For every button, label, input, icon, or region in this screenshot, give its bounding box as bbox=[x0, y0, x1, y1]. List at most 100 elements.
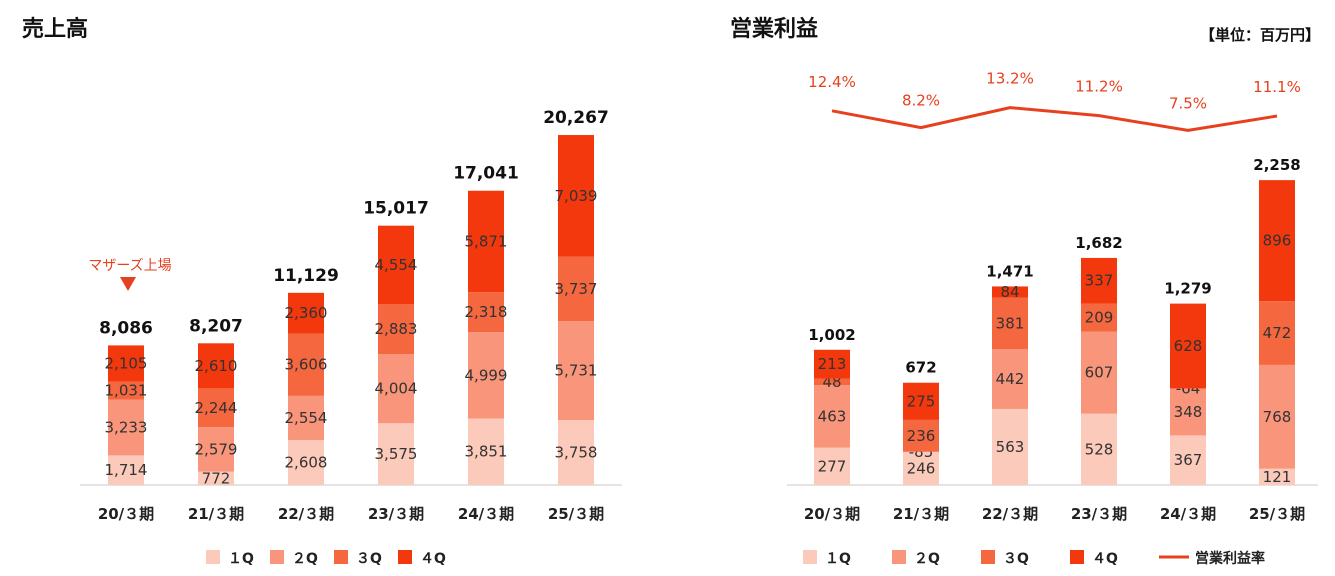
legend-swatch bbox=[270, 550, 284, 564]
bar-segment bbox=[108, 455, 144, 485]
margin-pct-label: 13.2% bbox=[986, 70, 1034, 88]
legend-swatch bbox=[892, 550, 906, 564]
bar-segment bbox=[288, 333, 324, 396]
bar-total-label: 20,267 bbox=[543, 108, 609, 128]
bar-total-label: 11,129 bbox=[273, 266, 339, 286]
bar-segment bbox=[198, 388, 234, 428]
bar-segment bbox=[1259, 468, 1295, 485]
segment-value-label: 772 bbox=[202, 469, 231, 487]
bar-segment bbox=[1170, 303, 1206, 389]
segment-value-label: 5,731 bbox=[555, 362, 598, 380]
bar-segment bbox=[903, 419, 939, 452]
bar-segment bbox=[288, 395, 324, 440]
bar-segment bbox=[468, 190, 504, 293]
margin-line bbox=[831, 106, 1278, 132]
bar-segment bbox=[558, 256, 594, 322]
segment-value-label: 275 bbox=[907, 392, 936, 410]
segment-value-label: 2,610 bbox=[195, 357, 238, 375]
segment-value-label: 5,871 bbox=[465, 232, 508, 250]
segment-value-label: 563 bbox=[996, 438, 1025, 456]
bar-segment bbox=[378, 423, 414, 485]
legend-label: ２Q bbox=[914, 551, 940, 567]
bar-segment bbox=[468, 332, 504, 419]
segment-value-label: 896 bbox=[1263, 232, 1292, 250]
segment-value-label: 367 bbox=[1174, 451, 1203, 469]
category-label: 20/３期 bbox=[804, 505, 860, 523]
bar-segment bbox=[1081, 331, 1117, 414]
bar-segment bbox=[288, 292, 324, 334]
segment-value-label: 628 bbox=[1174, 337, 1203, 355]
bar-total-label: 8,207 bbox=[189, 316, 243, 336]
sales-chart: 1,714 3,233 1,031 2,105 8,086 20/３期 772 2,579 2,… bbox=[80, 108, 622, 567]
legend-label: １Q bbox=[228, 551, 254, 567]
segment-value-label: 209 bbox=[1085, 309, 1114, 327]
legend-label: ３Q bbox=[1003, 551, 1029, 567]
op-income-chart-title: 営業利益 bbox=[730, 16, 818, 42]
bar-segment bbox=[378, 354, 414, 424]
category-label: 24/３期 bbox=[1160, 505, 1216, 523]
segment-value-label: 337 bbox=[1085, 272, 1114, 290]
bar-total-label: 1,279 bbox=[1164, 280, 1211, 298]
legend-swatch bbox=[398, 550, 412, 564]
bar-total-label: 1,471 bbox=[986, 262, 1033, 280]
legend-label: ３Q bbox=[356, 551, 382, 567]
bar-segment bbox=[1081, 413, 1117, 485]
bar-segment bbox=[378, 304, 414, 355]
segment-value-label: 768 bbox=[1263, 408, 1292, 426]
bar-segment bbox=[1259, 180, 1295, 302]
segment-value-label: 381 bbox=[996, 315, 1025, 333]
segment-value-label: 2,883 bbox=[375, 320, 418, 338]
category-label: 22/３期 bbox=[982, 505, 1038, 523]
legend-swatch bbox=[803, 550, 817, 564]
legend-swatch bbox=[206, 550, 220, 564]
segment-value-label: 4,004 bbox=[375, 380, 418, 398]
margin-pct-label: 11.2% bbox=[1075, 78, 1123, 96]
legend-label: ４Q bbox=[1092, 551, 1118, 567]
margin-pct-label: 12.4% bbox=[808, 73, 856, 91]
bar-segment bbox=[992, 349, 1028, 409]
category-label: 21/３期 bbox=[188, 505, 244, 523]
segment-value-label: 3,233 bbox=[105, 418, 148, 436]
bar-segment bbox=[198, 471, 234, 485]
segment-value-label: 4,999 bbox=[465, 366, 508, 384]
bar-segment bbox=[108, 345, 144, 382]
bar-segment bbox=[814, 349, 850, 379]
bar-segment bbox=[558, 321, 594, 421]
segment-value-label: 472 bbox=[1263, 324, 1292, 342]
bar-segment bbox=[468, 418, 504, 485]
category-label: 20/３期 bbox=[98, 505, 154, 523]
bar-segment bbox=[903, 451, 939, 485]
legend-swatch bbox=[1070, 550, 1084, 564]
bar-total-label: 17,041 bbox=[453, 164, 519, 184]
segment-value-label: 4,554 bbox=[375, 256, 418, 274]
op-income-chart: 277463482131,00220/３期246-8523627567221/３… bbox=[787, 70, 1318, 567]
bar-total-label: 15,017 bbox=[363, 199, 429, 219]
bar-segment bbox=[558, 420, 594, 485]
category-label: 23/３期 bbox=[1071, 505, 1127, 523]
legend-label: 営業利益率 bbox=[1195, 550, 1265, 567]
segment-value-label: 236 bbox=[907, 427, 936, 445]
bar-segment bbox=[1081, 303, 1117, 332]
segment-value-label: 442 bbox=[996, 370, 1025, 388]
segment-value-label: 84 bbox=[1000, 283, 1019, 301]
segment-value-label: 121 bbox=[1263, 468, 1292, 486]
segment-value-label: 1,031 bbox=[105, 382, 148, 400]
segment-value-label: 607 bbox=[1085, 364, 1114, 382]
unit-label: 【単位：百万円】 bbox=[1200, 26, 1320, 44]
legend-label: １Q bbox=[825, 551, 851, 567]
legend-label: ２Q bbox=[292, 551, 318, 567]
bar-segment bbox=[558, 135, 594, 257]
margin-pct-label: 11.1% bbox=[1253, 78, 1301, 96]
margin-pct-label: 7.5% bbox=[1169, 94, 1207, 112]
bar-segment bbox=[903, 382, 939, 420]
bar-total-label: 1,002 bbox=[808, 326, 855, 344]
down-triangle-icon bbox=[120, 277, 136, 291]
bar-segment bbox=[992, 286, 1028, 298]
category-label: 24/３期 bbox=[458, 505, 514, 523]
bar-segment bbox=[198, 343, 234, 389]
legend-swatch bbox=[981, 550, 995, 564]
segment-value-label: 213 bbox=[818, 355, 847, 373]
bar-segment bbox=[198, 427, 234, 472]
segment-value-label: 3,851 bbox=[465, 443, 508, 461]
